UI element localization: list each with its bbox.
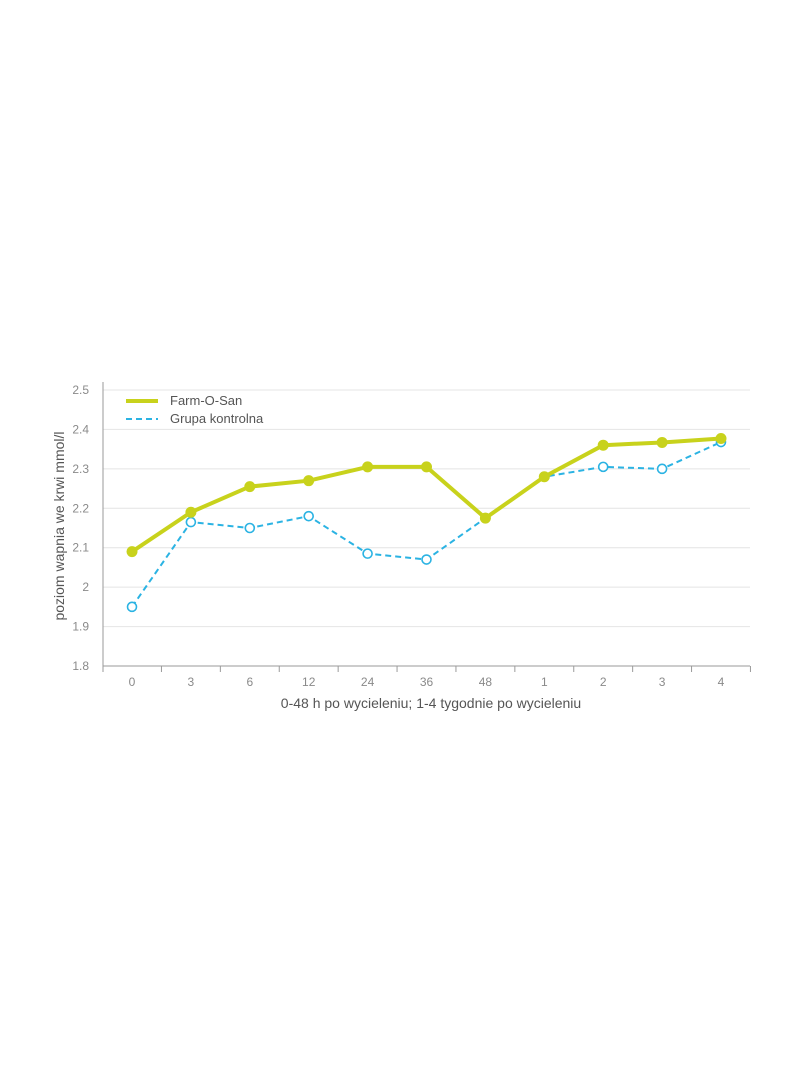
- data-point-farm-o-san: [421, 461, 432, 473]
- x-tick-label: 0: [129, 675, 136, 689]
- data-point-farm-o-san: [597, 439, 609, 451]
- legend-label-grupa-kontrolna: Grupa kontrolna: [170, 411, 264, 426]
- series-group: [126, 432, 727, 613]
- data-point-grupa-kontrolna: [126, 601, 138, 613]
- series-line-farm-o-san: [130, 436, 722, 554]
- y-tick-label: 2.5: [72, 383, 89, 397]
- x-tick-label: 2: [600, 675, 607, 689]
- data-point-grupa-kontrolna: [244, 522, 256, 534]
- x-tick-label: 1: [541, 675, 548, 689]
- legend: Farm-O-San Grupa kontrolna: [126, 393, 264, 426]
- data-point-farm-o-san: [715, 432, 727, 444]
- y-tick-label: 2.1: [72, 541, 89, 555]
- y-tick-label: 1.8: [72, 659, 89, 673]
- data-point-grupa-kontrolna: [303, 510, 315, 522]
- x-tick-label: 3: [659, 675, 666, 689]
- data-point-farm-o-san: [538, 471, 550, 483]
- x-tick-label: 6: [246, 675, 253, 689]
- x-tick-label: 12: [302, 675, 316, 689]
- data-point-farm-o-san: [656, 436, 668, 448]
- data-point-grupa-kontrolna: [656, 463, 668, 475]
- data-point-farm-o-san: [185, 506, 197, 518]
- y-tick-label: 1.9: [72, 620, 89, 634]
- data-point-farm-o-san: [362, 461, 374, 473]
- legend-label-farm-o-san: Farm-O-San: [170, 393, 242, 408]
- x-tick-labels: 0 3 6 12 24 36 48 1 2 3 4: [129, 675, 725, 689]
- y-tick-labels: 1.8 1.9 2 2.1 2.2 2.3 2.4 2.5: [72, 383, 89, 673]
- data-point-grupa-kontrolna: [597, 461, 609, 473]
- data-point-farm-o-san: [126, 546, 138, 558]
- data-point-grupa-kontrolna: [421, 554, 432, 565]
- axes: [102, 382, 751, 672]
- y-axis-title: poziom wapnia we krwi mmol/l: [51, 431, 67, 620]
- y-tick-label: 2: [82, 580, 89, 594]
- x-tick-label: 4: [718, 675, 725, 689]
- x-tick-label: 36: [420, 675, 434, 689]
- data-point-farm-o-san: [244, 481, 256, 493]
- data-point-farm-o-san: [303, 475, 315, 487]
- x-tick-label: 48: [479, 675, 493, 689]
- data-point-grupa-kontrolna: [185, 516, 197, 528]
- y-tick-label: 2.3: [72, 462, 89, 476]
- y-tick-label: 2.2: [72, 501, 89, 515]
- x-tick-label: 24: [361, 675, 375, 689]
- x-axis-title: 0-48 h po wycieleniu; 1-4 tygodnie po wy…: [281, 695, 581, 711]
- x-tick-label: 3: [188, 675, 195, 689]
- data-point-grupa-kontrolna: [362, 548, 373, 559]
- data-point-farm-o-san: [479, 512, 491, 524]
- y-tick-label: 2.4: [72, 422, 89, 436]
